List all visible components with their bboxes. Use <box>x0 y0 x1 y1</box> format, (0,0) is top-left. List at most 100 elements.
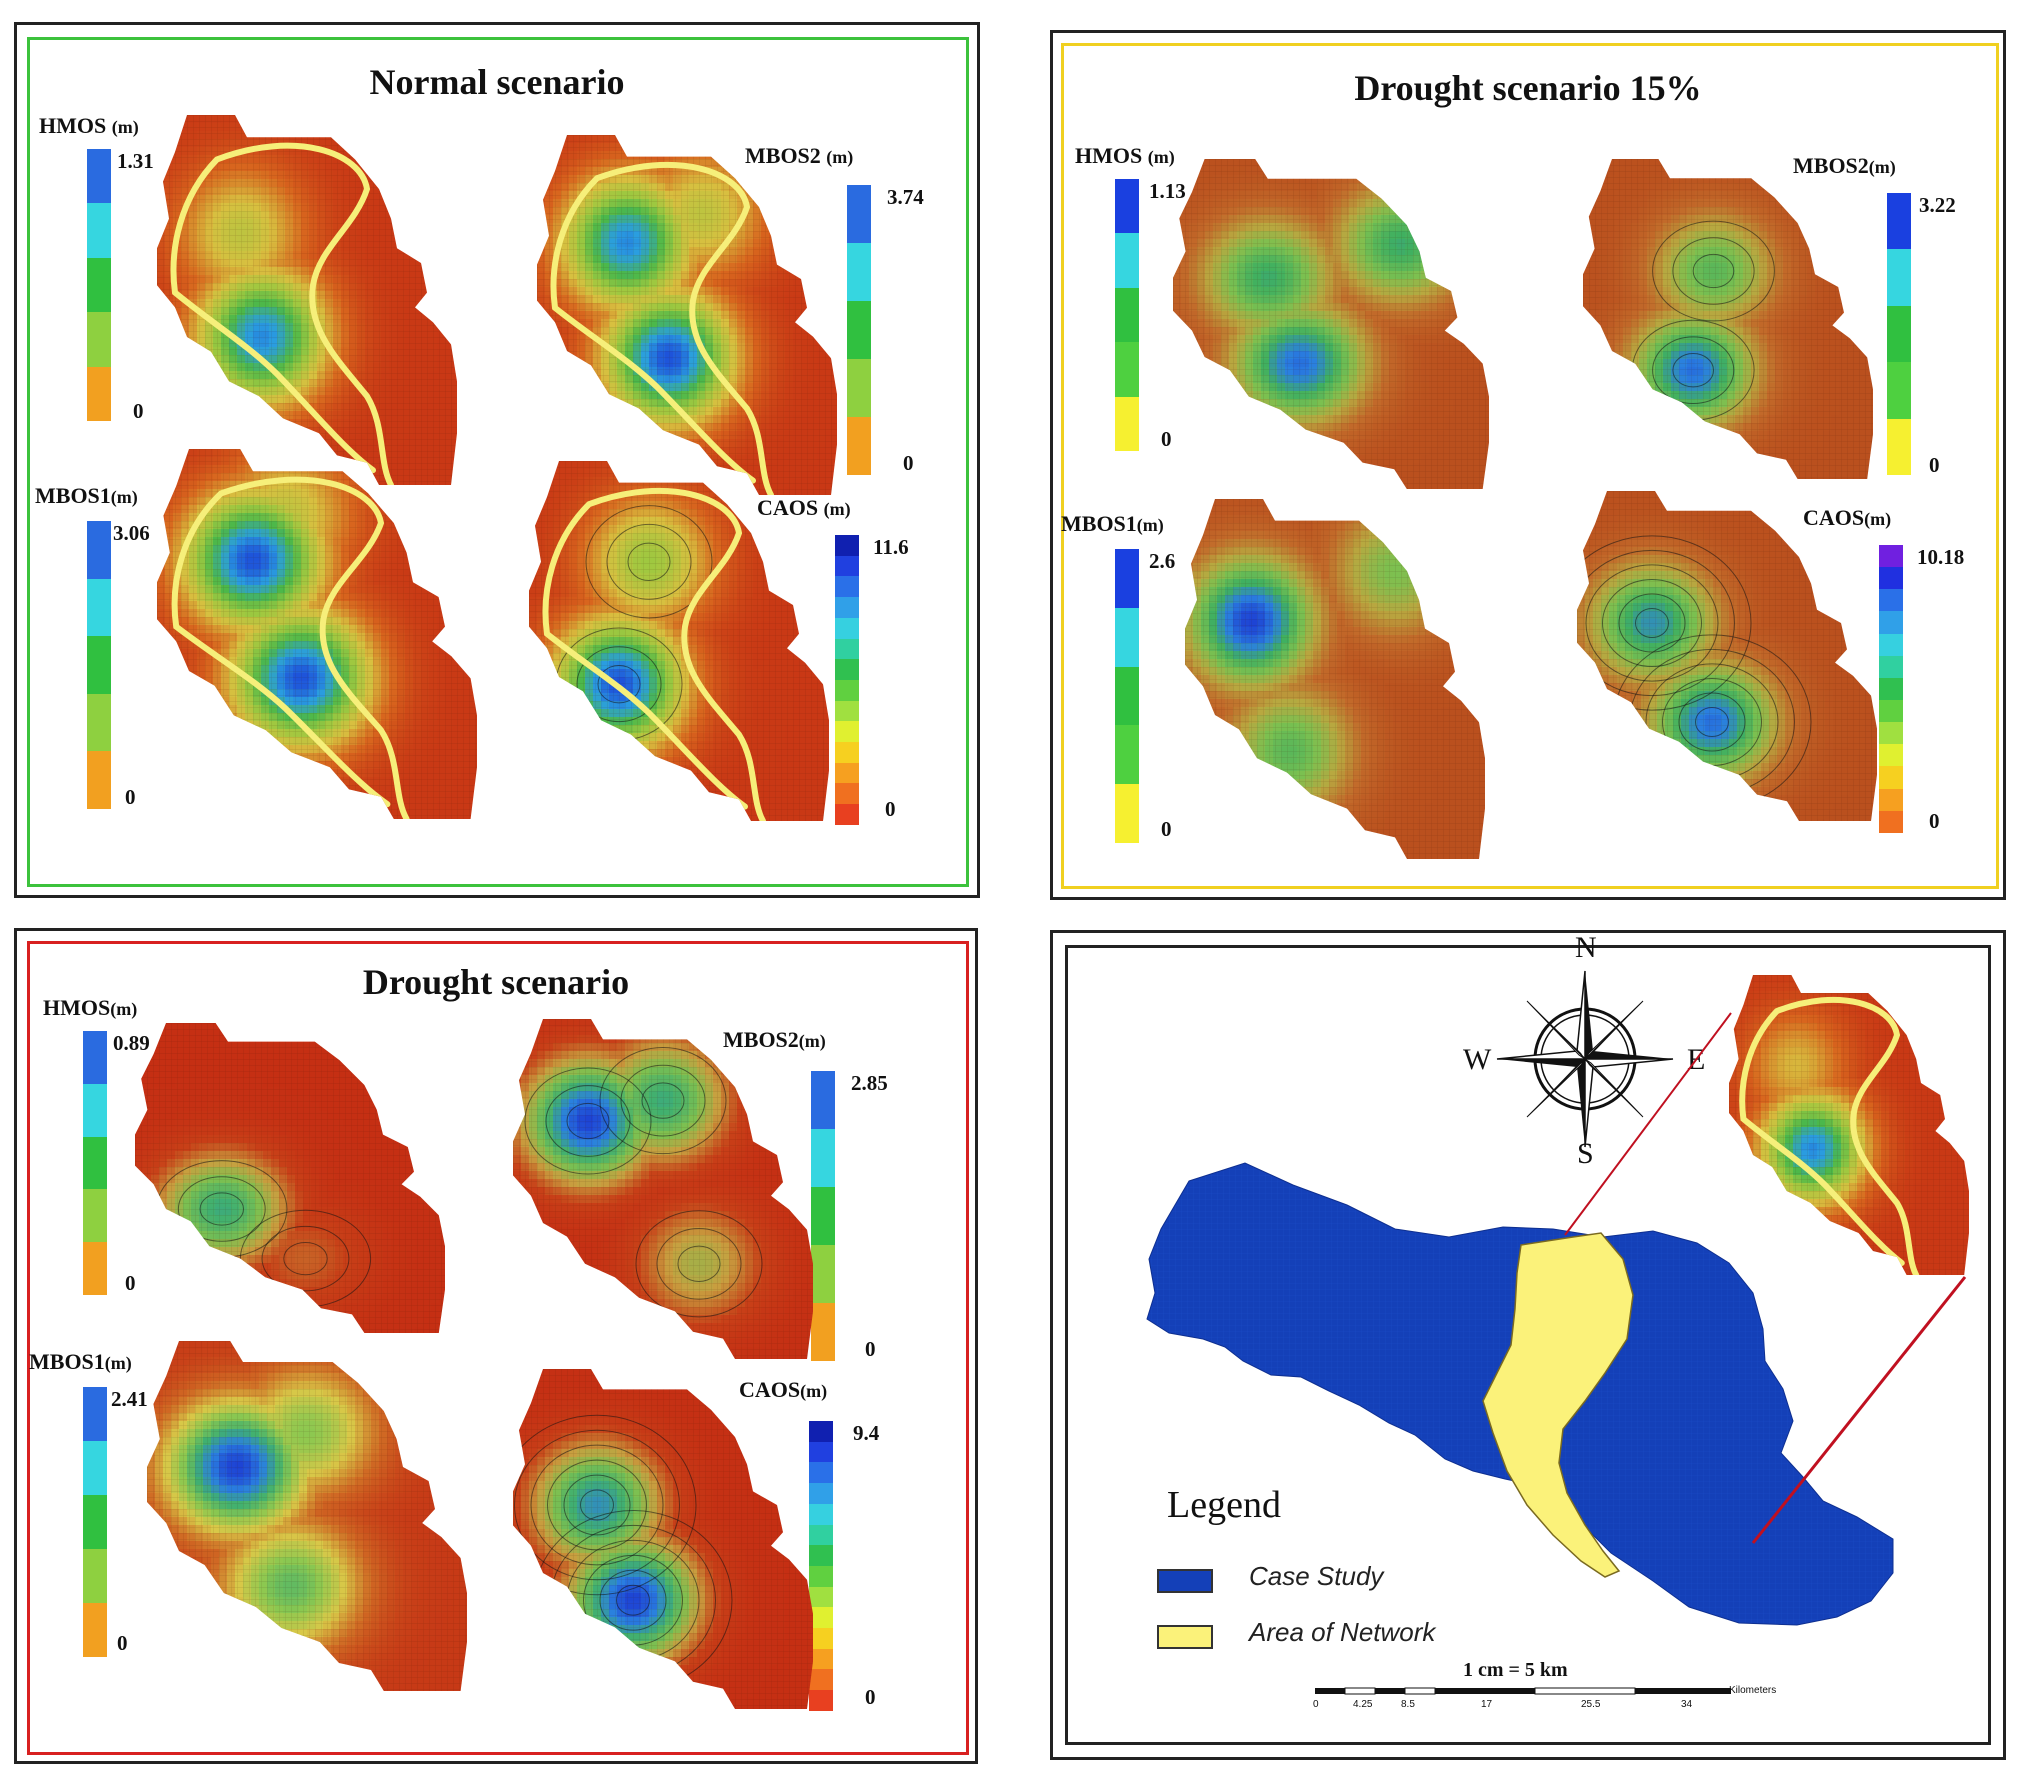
colorbar-segment <box>1115 784 1139 843</box>
colorbar-segment <box>87 636 111 694</box>
scale-tick-4: 25.5 <box>1581 1699 1600 1710</box>
drought15-caos-label: CAOS(m) <box>1803 505 1891 531</box>
colorbar-segment <box>811 1071 835 1129</box>
colorbar-segment <box>835 721 859 743</box>
colorbar-segment <box>1879 699 1903 723</box>
colorbar-segment <box>1115 549 1139 608</box>
colorbar-segment <box>1879 611 1903 634</box>
colorbar-segment <box>83 1031 107 1084</box>
colorbar-segment <box>83 1603 107 1657</box>
drought-mbos1-map <box>147 1341 467 1691</box>
normal-mbos2-min: 0 <box>903 451 914 476</box>
colorbar-segment <box>1879 545 1903 568</box>
drought-caos-max: 9.4 <box>853 1421 879 1446</box>
colorbar-segment <box>809 1669 833 1691</box>
normal-mbos2-max: 3.74 <box>887 185 924 210</box>
colorbar-segment <box>835 576 859 598</box>
colorbar-segment <box>83 1136 107 1190</box>
compass-rose-icon <box>1485 959 1685 1159</box>
drought15-mbos1-map <box>1185 499 1485 859</box>
colorbar-segment <box>835 597 859 618</box>
colorbar-segment <box>1879 810 1903 833</box>
drought15-mbos1-max: 2.6 <box>1149 549 1175 574</box>
compass-south: S <box>1577 1137 1594 1171</box>
colorbar-segment <box>811 1129 835 1187</box>
colorbar-segment <box>1887 418 1911 475</box>
legend-label-area-of-network: Area of Network <box>1249 1617 1435 1648</box>
drought-caos-colorbar <box>809 1421 833 1711</box>
drought15-scenario-frame <box>1061 43 1999 889</box>
normal-mbos1-map <box>157 449 477 819</box>
inset-network-map <box>1729 975 1969 1275</box>
drought-mbos1-min: 0 <box>117 1631 128 1656</box>
drought15-scenario-title: Drought scenario 15% <box>1053 67 2003 109</box>
colorbar-segment <box>809 1441 833 1463</box>
colorbar-segment <box>809 1565 833 1587</box>
colorbar-segment <box>87 578 111 637</box>
colorbar-segment <box>835 535 859 556</box>
colorbar-segment <box>1887 305 1911 363</box>
colorbar-segment <box>809 1524 833 1546</box>
drought15-mbos2-label: MBOS2(m) <box>1793 153 1896 179</box>
colorbar-segment <box>83 1441 107 1495</box>
colorbar-segment <box>809 1586 833 1608</box>
drought15-mbos2-colorbar <box>1887 193 1911 475</box>
drought-scenario-title: Drought scenario <box>17 961 975 1003</box>
scale-tick-1: 4.25 <box>1353 1699 1372 1710</box>
drought-mbos1-max: 2.41 <box>111 1387 148 1412</box>
normal-mbos2-colorbar <box>847 185 871 475</box>
drought15-hmos-min: 0 <box>1161 427 1172 452</box>
drought-hmos-min: 0 <box>125 1271 136 1296</box>
colorbar-segment <box>809 1648 833 1670</box>
drought15-caos-colorbar <box>1879 545 1903 833</box>
drought15-hmos-max: 1.13 <box>1149 179 1186 204</box>
colorbar-segment <box>1115 725 1139 785</box>
drought-hmos-label: HMOS(m) <box>43 995 137 1021</box>
drought-caos-map <box>513 1369 813 1709</box>
normal-caos-label: CAOS (m) <box>757 495 851 521</box>
colorbar-segment <box>1887 249 1911 306</box>
scale-tick-0: 0 <box>1313 1699 1319 1710</box>
drought15-mbos1-label: MBOS1(m) <box>1061 511 1164 537</box>
colorbar-segment <box>1879 567 1903 590</box>
normal-mbos1-colorbar <box>87 521 111 809</box>
compass-west: W <box>1463 1043 1491 1077</box>
colorbar-segment <box>1879 788 1903 811</box>
normal-mbos2-label: MBOS2 (m) <box>745 143 853 169</box>
colorbar-segment <box>835 783 859 805</box>
colorbar-segment <box>835 700 859 722</box>
location-map-frame <box>1065 945 1991 1745</box>
normal-hmos-colorbar <box>87 149 111 421</box>
normal-mbos1-label: MBOS1(m) <box>35 483 138 509</box>
normal-hmos-map <box>157 115 457 485</box>
colorbar-segment <box>809 1421 833 1442</box>
drought15-caos-map <box>1577 491 1877 821</box>
colorbar-segment <box>1115 179 1139 234</box>
normal-caos-map <box>529 461 829 821</box>
colorbar-segment <box>87 257 111 313</box>
drought-scenario-frame <box>27 941 969 1755</box>
colorbar-segment <box>809 1462 833 1484</box>
drought15-hmos-map <box>1173 159 1489 489</box>
drought-hmos-max: 0.89 <box>113 1031 150 1056</box>
colorbar-segment <box>835 638 859 660</box>
colorbar-segment <box>809 1690 833 1711</box>
drought-mbos2-max: 2.85 <box>851 1071 888 1096</box>
colorbar-segment <box>847 243 871 301</box>
colorbar-segment <box>1115 396 1139 451</box>
drought-hmos-map <box>135 1023 445 1333</box>
legend-label-case-study: Case Study <box>1249 1561 1383 1592</box>
colorbar-segment <box>83 1495 107 1549</box>
colorbar-segment <box>87 521 111 579</box>
colorbar-segment <box>1115 233 1139 288</box>
case-study-map <box>1133 1133 1953 1638</box>
normal-scenario-title: Normal scenario <box>17 61 977 103</box>
scale-tick-2: 8.5 <box>1401 1699 1415 1710</box>
colorbar-segment <box>1887 193 1911 250</box>
colorbar-segment <box>1879 744 1903 767</box>
drought-caos-label: CAOS(m) <box>739 1377 827 1403</box>
colorbar-segment <box>847 417 871 475</box>
drought15-mbos2-map <box>1583 159 1873 479</box>
normal-mbos1-max: 3.06 <box>113 521 150 546</box>
colorbar-segment <box>1879 589 1903 612</box>
